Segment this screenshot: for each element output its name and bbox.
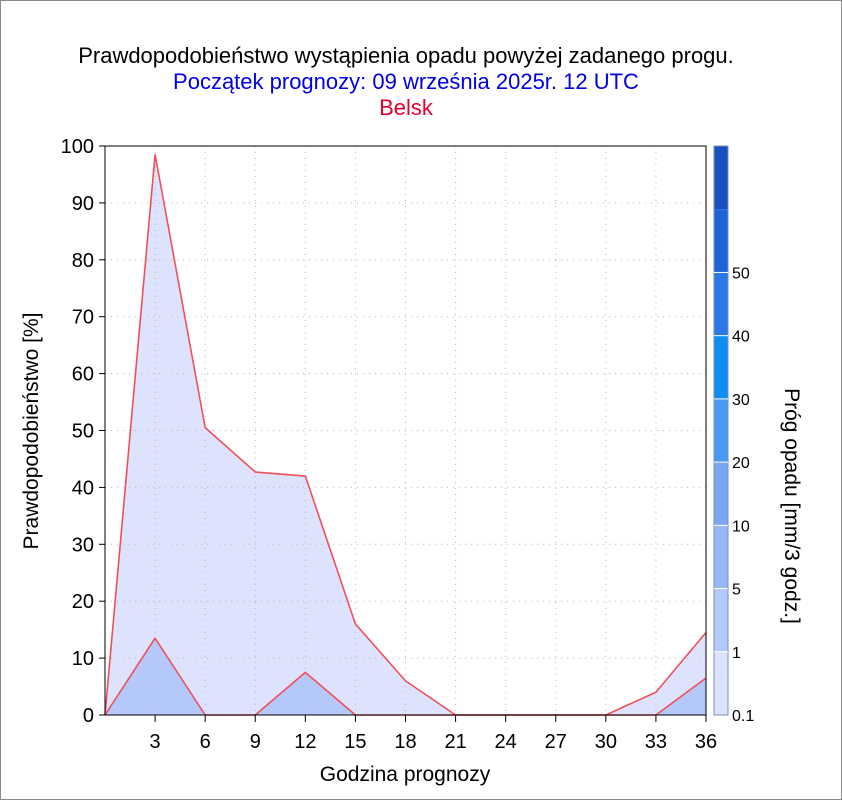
x-tick-label: 33 — [645, 731, 667, 753]
grid-lines — [105, 146, 706, 715]
y-tick-label: 60 — [72, 364, 94, 386]
area-series-layer — [105, 154, 706, 715]
colorbar-segment — [714, 146, 728, 210]
x-tick-label: 9 — [250, 731, 261, 753]
y-tick-label: 0 — [83, 705, 94, 727]
colorbar-title: Próg opadu [mm/3 godz.] — [780, 388, 803, 624]
y-axis-title: Prawdopodobieństwo [%] — [20, 313, 43, 550]
y-tick-label: 50 — [72, 421, 94, 443]
y-tick-label: 70 — [72, 307, 94, 329]
area-threshold-0-1 — [105, 154, 706, 715]
x-tick-label: 18 — [394, 731, 416, 753]
colorbar-segment — [714, 651, 728, 715]
y-tick-label: 100 — [61, 136, 94, 158]
colorbar-border — [713, 145, 729, 716]
x-tick-label: 6 — [200, 731, 211, 753]
x-tick-label: 21 — [444, 731, 466, 753]
x-tick-label: 3 — [150, 731, 161, 753]
colorbar-segment — [714, 335, 728, 399]
colorbar-segment — [714, 525, 728, 589]
x-tick-label: 36 — [695, 731, 717, 753]
x-tick-label: 12 — [294, 731, 316, 753]
colorbar-tick-label: 5 — [732, 582, 741, 599]
colorbar-tick-label: 10 — [732, 518, 750, 535]
colorbar-tick-label: 30 — [732, 392, 750, 409]
y-tick-label: 30 — [72, 534, 94, 556]
colorbar-tick-label: 40 — [732, 329, 750, 346]
colorbar-tick-label: 20 — [732, 455, 750, 472]
chart-title: Prawdopodobieństwo wystąpienia opadu pow… — [78, 43, 734, 68]
colorbar-segment — [714, 209, 728, 273]
area-threshold-1 — [105, 638, 706, 715]
x-tick-label: 15 — [344, 731, 366, 753]
x-axis-title: Godzina prognozy — [320, 763, 491, 786]
y-tick-label: 20 — [72, 591, 94, 613]
colorbar-tick-label: 50 — [732, 265, 750, 282]
y-axis-ticks: 0 10 20 30 40 50 60 70 80 90 100 — [61, 136, 105, 727]
y-tick-label: 10 — [72, 648, 94, 670]
y-tick-label: 40 — [72, 477, 94, 499]
colorbar-segment — [714, 272, 728, 336]
x-tick-label: 27 — [545, 731, 567, 753]
location-label: Belsk — [379, 95, 433, 120]
x-tick-label: 30 — [595, 731, 617, 753]
colorbar-tick-label: 0.1 — [732, 708, 754, 725]
x-axis-ticks: 3 6 9 12 15 18 21 24 27 30 33 36 — [150, 715, 717, 753]
x-tick-label: 24 — [495, 731, 517, 753]
y-tick-label: 90 — [72, 193, 94, 215]
y-tick-label: 80 — [72, 250, 94, 272]
colorbar-tick-label: 1 — [732, 645, 741, 662]
forecast-start-subtitle: Początek prognozy: 09 września 2025r. 12… — [173, 69, 639, 94]
colorbar-segment — [714, 588, 728, 652]
colorbar-segment — [714, 462, 728, 526]
colorbar-segment — [714, 398, 728, 463]
colorbar: 0.1 1 5 10 20 30 40 50 — [713, 145, 754, 725]
